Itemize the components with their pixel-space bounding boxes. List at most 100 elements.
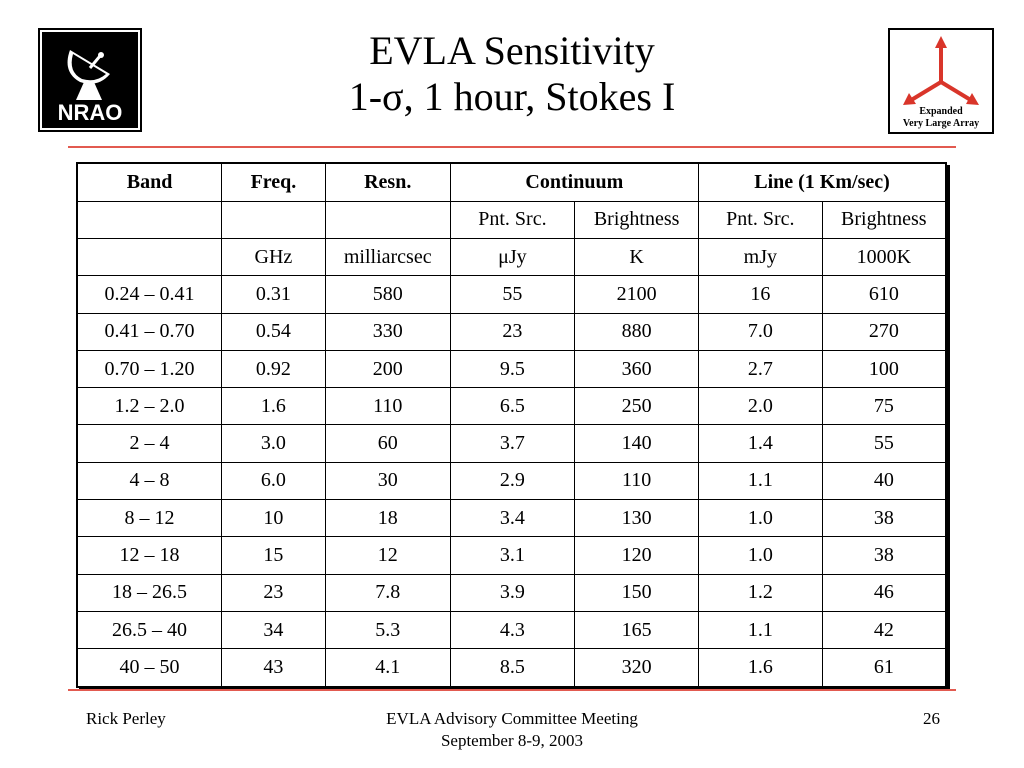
table-cell: 18	[324, 499, 451, 538]
table-row: 26.5 – 40 34 5.3 4.3 165 1.1 42	[76, 611, 947, 650]
table-cell: 40 – 50	[76, 648, 223, 688]
table-cell: 46	[821, 573, 947, 613]
table-cell: 38	[821, 536, 947, 575]
footer-event-line2: September 8-9, 2003	[440, 731, 584, 750]
table-row: 0.24 – 0.41 0.31 580 55 2100 16 610	[76, 275, 947, 314]
title-line-2: 1-σ, 1 hour, Stokes I	[348, 74, 676, 119]
evla-logo-line2: Very Large Array	[903, 118, 979, 129]
table-row: 0.41 – 0.70 0.54 330 23 880 7.0 270	[76, 312, 947, 351]
table-cell: 0.92	[221, 349, 326, 389]
table-cell: 30	[324, 461, 451, 501]
evla-logo-line1: Expanded	[919, 106, 963, 117]
table-row: 40 – 50 43 4.1 8.5 320 1.6 61	[76, 648, 947, 688]
table-cell: 3.0	[221, 424, 326, 463]
table-cell: 1.0	[698, 499, 823, 538]
table-cell: 610	[821, 275, 947, 314]
table-cell: 40	[821, 461, 947, 501]
table-row: 0.70 – 1.20 0.92 200 9.5 360 2.7 100	[76, 349, 947, 389]
table-cell: 270	[821, 312, 947, 351]
evla-array-icon: Expanded Very Large Array	[903, 36, 979, 129]
sensitivity-table: Band Freq. Resn. Continuum Line (1 Km/se…	[76, 162, 947, 688]
subheader-cell: Pnt. Src.	[698, 200, 823, 239]
table-cell: 0.41 – 0.70	[76, 312, 223, 351]
table-row: 8 – 12 10 18 3.4 130 1.0 38	[76, 499, 947, 538]
table-cell: 1.0	[698, 536, 823, 575]
table-cell: 200	[324, 349, 451, 389]
bottom-rule	[68, 689, 956, 691]
table-cell: 110	[574, 461, 700, 501]
table-cell: 0.24 – 0.41	[76, 275, 223, 314]
table-cell: 150	[574, 573, 700, 613]
units-cell: mJy	[698, 237, 823, 277]
table-cell: 110	[324, 387, 451, 426]
table-cell: 7.8	[324, 573, 451, 613]
table-cell: 1.2 – 2.0	[76, 387, 223, 426]
table-cell: 0.31	[221, 275, 326, 314]
table-cell: 12 – 18	[76, 536, 223, 575]
units-cell	[76, 237, 223, 277]
header-band: Band	[76, 162, 223, 202]
table-cell: 2.0	[698, 387, 823, 426]
table-cell: 2.9	[449, 461, 576, 501]
table-cell: 23	[221, 573, 326, 613]
table-row: 2 – 4 3.0 60 3.7 140 1.4 55	[76, 424, 947, 463]
table-cell: 42	[821, 611, 947, 650]
table-cell: 6.0	[221, 461, 326, 501]
table-cell: 165	[574, 611, 700, 650]
units-cell: GHz	[221, 237, 326, 277]
radio-telescope-icon: NRAO	[58, 50, 123, 125]
table-cell: 140	[574, 424, 700, 463]
table-cell: 61	[821, 648, 947, 688]
table-cell: 18 – 26.5	[76, 573, 223, 613]
table-cell: 330	[324, 312, 451, 351]
table-body: Band Freq. Resn. Continuum Line (1 Km/se…	[76, 162, 947, 688]
table-cell: 4.1	[324, 648, 451, 688]
units-cell: milliarcsec	[324, 237, 451, 277]
page-title: EVLA Sensitivity 1-σ, 1 hour, Stokes I	[180, 28, 844, 120]
table-cell: 43	[221, 648, 326, 688]
top-rule	[68, 146, 956, 148]
table-cell: 4 – 8	[76, 461, 223, 501]
table-cell: 2.7	[698, 349, 823, 389]
table-cell: 2100	[574, 275, 700, 314]
subheader-cell: Pnt. Src.	[449, 200, 576, 239]
units-cell: 1000K	[821, 237, 947, 277]
table-cell: 60	[324, 424, 451, 463]
table-cell: 23	[449, 312, 576, 351]
table-units-row: GHz milliarcsec μJy K mJy 1000K	[76, 237, 947, 277]
table-row: 1.2 – 2.0 1.6 110 6.5 250 2.0 75	[76, 387, 947, 426]
table-cell: 880	[574, 312, 700, 351]
subheader-cell	[76, 200, 223, 239]
units-cell: K	[574, 237, 700, 277]
table-cell: 9.5	[449, 349, 576, 389]
units-cell: μJy	[449, 237, 576, 277]
header-continuum: Continuum	[449, 162, 700, 202]
table-subheader-row: Pnt. Src. Brightness Pnt. Src. Brightnes…	[76, 200, 947, 239]
subheader-cell	[221, 200, 326, 239]
table-cell: 360	[574, 349, 700, 389]
footer-page-number: 26	[923, 709, 940, 728]
table-cell: 1.2	[698, 573, 823, 613]
nrao-logo: NRAO	[38, 28, 142, 132]
table-cell: 0.54	[221, 312, 326, 351]
table-cell: 55	[449, 275, 576, 314]
table-cell: 38	[821, 499, 947, 538]
table-cell: 26.5 – 40	[76, 611, 223, 650]
table-cell: 100	[821, 349, 947, 389]
nrao-logo-text: NRAO	[58, 100, 123, 125]
evla-logo: Expanded Very Large Array	[888, 28, 994, 134]
table-cell: 5.3	[324, 611, 451, 650]
table-cell: 1.4	[698, 424, 823, 463]
table-cell: 3.4	[449, 499, 576, 538]
title-line-1: EVLA Sensitivity	[369, 28, 655, 73]
table-cell: 3.9	[449, 573, 576, 613]
table-cell: 3.1	[449, 536, 576, 575]
header-line: Line (1 Km/sec)	[698, 162, 947, 202]
subheader-cell: Brightness	[821, 200, 947, 239]
table-cell: 1.6	[698, 648, 823, 688]
table-cell: 8.5	[449, 648, 576, 688]
table-cell: 3.7	[449, 424, 576, 463]
header-resn: Resn.	[324, 162, 451, 202]
table-cell: 320	[574, 648, 700, 688]
table-cell: 4.3	[449, 611, 576, 650]
